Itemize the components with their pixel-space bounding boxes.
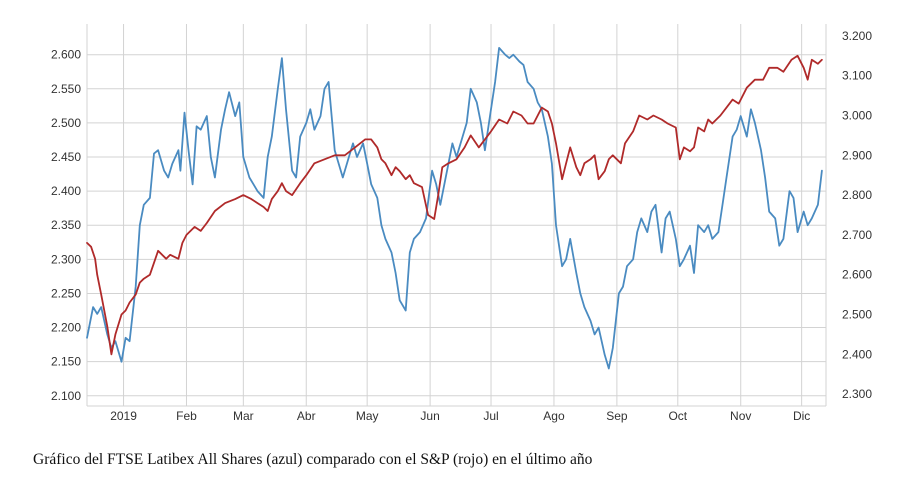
- left-y-tick-label: 2.150: [51, 355, 81, 369]
- left-y-tick-label: 2.200: [51, 321, 81, 335]
- x-tick-label: Mar: [233, 409, 254, 423]
- right-y-tick-label: 3.100: [842, 69, 872, 83]
- x-tick-label: Nov: [730, 409, 751, 423]
- left-y-tick-label: 2.550: [51, 82, 81, 96]
- right-y-tick-label: 2.500: [842, 307, 872, 321]
- series-line-red: [86, 54, 823, 356]
- line-chart: 2.100 2.150 2.200 2.250 2.300 2.350 2.400 2.450…: [51, 24, 872, 423]
- x-axis: 2019 Feb Mar Abr May Jun Jul Ago Sep Oct Nov Dic: [110, 409, 810, 423]
- x-tick-label: Ago: [543, 409, 565, 423]
- x-tick-label: Jul: [483, 409, 498, 423]
- left-y-tick-label: 2.450: [51, 150, 81, 164]
- x-tick-label: Jun: [420, 409, 439, 423]
- left-y-axis: 2.100 2.150 2.200 2.250 2.300 2.350 2.400 2.450…: [51, 48, 81, 403]
- right-y-tick-label: 3.000: [842, 109, 872, 123]
- left-y-tick-label: 2.500: [51, 116, 81, 130]
- x-tick-label: Abr: [297, 409, 316, 423]
- left-y-tick-label: 2.250: [51, 286, 81, 300]
- x-tick-label: May: [356, 409, 379, 423]
- chart-grid: [86, 24, 827, 407]
- chart-series: [86, 47, 823, 370]
- left-y-tick-label: 2.100: [51, 389, 81, 403]
- x-tick-label: Oct: [668, 409, 687, 423]
- right-y-tick-label: 2.600: [842, 268, 872, 282]
- right-y-tick-label: 3.200: [842, 29, 872, 43]
- left-y-tick-label: 2.350: [51, 218, 81, 232]
- right-y-tick-label: 2.700: [842, 228, 872, 242]
- chart-caption: Gráfico del FTSE Latibex All Shares (azu…: [33, 451, 593, 468]
- x-tick-label: Dic: [793, 409, 810, 423]
- right-y-tick-label: 2.300: [842, 387, 872, 401]
- x-tick-label: Feb: [176, 409, 197, 423]
- left-y-tick-label: 2.400: [51, 184, 81, 198]
- right-y-tick-label: 2.800: [842, 188, 872, 202]
- x-tick-label: Sep: [606, 409, 628, 423]
- right-y-tick-label: 2.400: [842, 347, 872, 361]
- right-y-tick-label: 2.900: [842, 148, 872, 162]
- right-y-axis: 2.300 2.400 2.500 2.600 2.700 2.800 2.900 3.000…: [842, 29, 872, 401]
- left-y-tick-label: 2.300: [51, 252, 81, 266]
- left-y-tick-label: 2.600: [51, 48, 81, 62]
- series-line-blue: [86, 47, 823, 370]
- x-tick-label: 2019: [110, 409, 137, 423]
